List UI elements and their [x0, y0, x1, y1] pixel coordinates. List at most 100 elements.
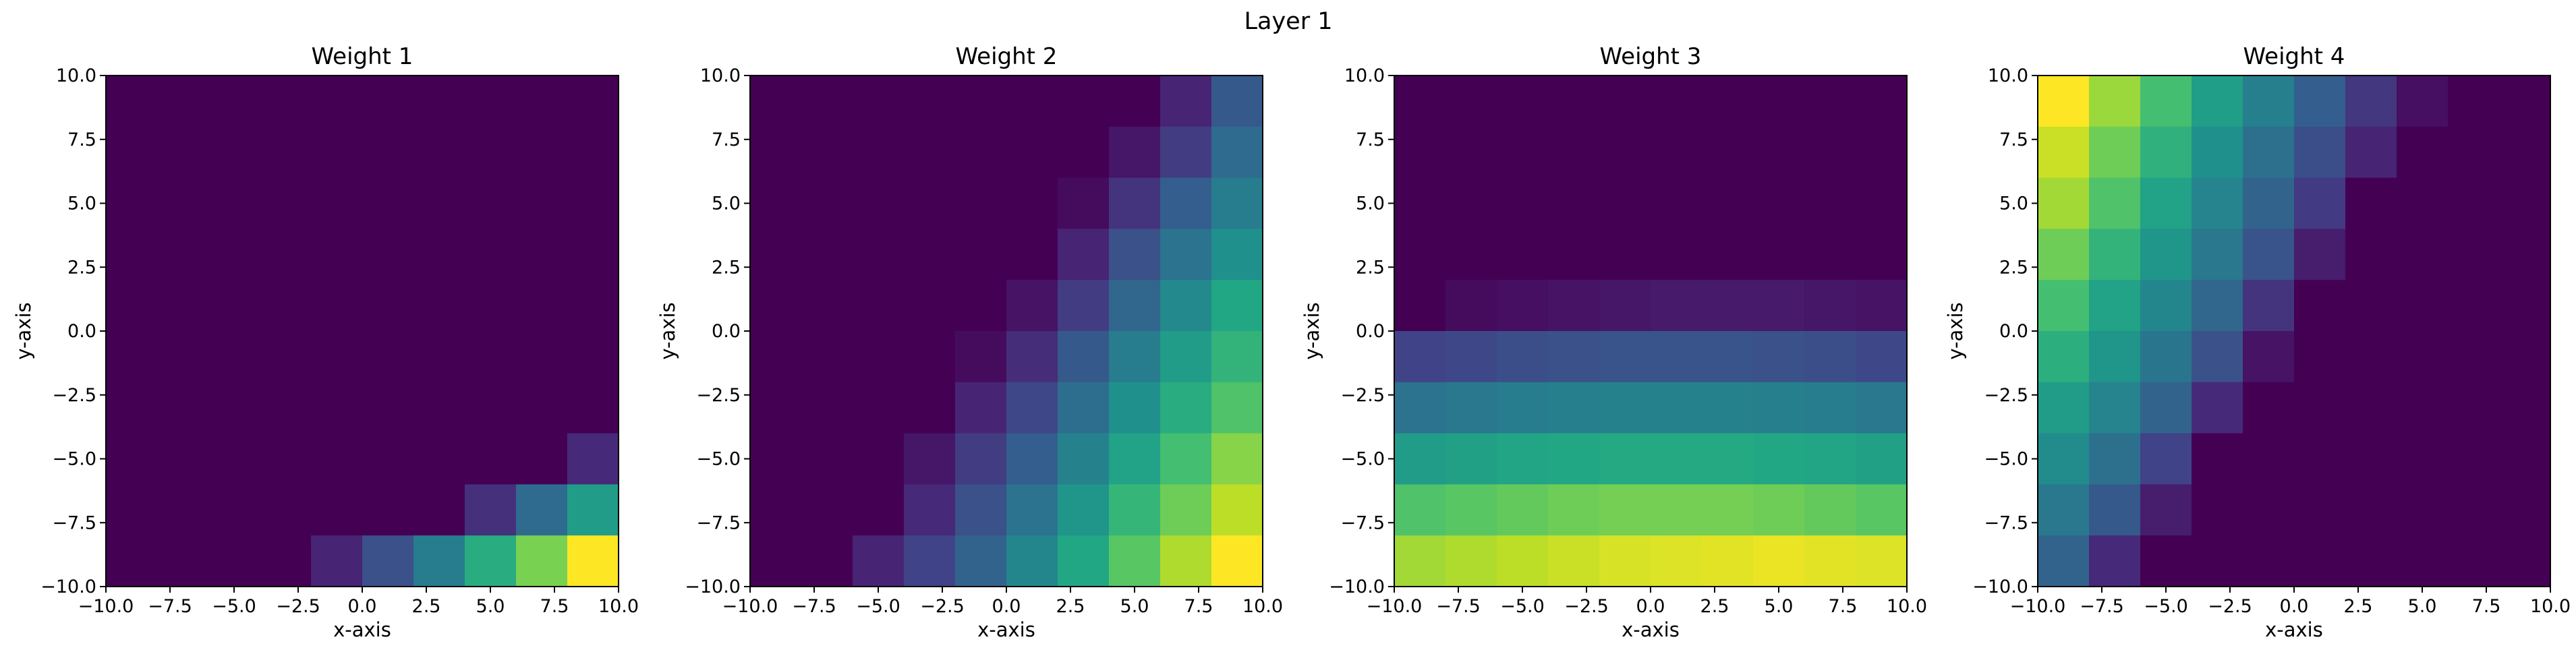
heatmap-cell [1599, 126, 1651, 179]
x-tick-label: 2.5 [1700, 596, 1729, 617]
panel-title: Weight 1 [312, 43, 413, 70]
heatmap-cell [2140, 229, 2192, 280]
heatmap-cell [1856, 433, 1908, 485]
heatmap-cell [1109, 76, 1161, 127]
heatmap-cell [2448, 535, 2500, 587]
x-tick-label: −2.5 [920, 596, 965, 617]
y-axis-label: y-axis [1300, 302, 1323, 359]
y-tick-label: 5.0 [67, 194, 96, 214]
y-tick-label: 5.0 [1999, 194, 2028, 214]
heatmap-cell [853, 76, 905, 127]
heatmap-cell [2038, 382, 2090, 434]
heatmap-cell [1599, 331, 1651, 383]
heatmap-cell [1548, 280, 1600, 332]
y-tick-label: 7.5 [712, 129, 741, 150]
heatmap-cell [1006, 177, 1058, 229]
heatmap-cell [2243, 280, 2295, 332]
heatmap-cell [311, 76, 363, 127]
heatmap-cell [904, 535, 956, 587]
heatmap-cell [1702, 280, 1754, 332]
heatmap-cell [1006, 382, 1058, 434]
x-tick-label: 2.5 [2344, 596, 2373, 617]
heatmap-cell [2140, 535, 2192, 587]
heatmap-cell [2397, 280, 2449, 332]
heatmap-cell [260, 331, 312, 383]
x-tick-label: 7.5 [1829, 596, 1858, 617]
heatmap-cell [2448, 76, 2500, 127]
heatmap-cell [1856, 331, 1908, 383]
heatmap-cell [311, 484, 363, 536]
x-tick-label: 0.0 [2280, 596, 2309, 617]
heatmap-cell [1394, 126, 1446, 179]
heatmap-cell [750, 76, 802, 127]
heatmap-cell [465, 76, 517, 127]
y-tick-label: 2.5 [1356, 257, 1385, 278]
heatmap-cell [750, 126, 802, 179]
heatmap-cell [106, 126, 158, 179]
x-tick-label: −5.0 [1500, 596, 1545, 617]
heatmap-cell [1753, 433, 1805, 485]
x-tick-label: 2.5 [412, 596, 441, 617]
heatmap-cell [1856, 280, 1908, 332]
heatmap-cell [413, 433, 465, 485]
heatmap-cell [1109, 331, 1161, 383]
heatmap-cell [1006, 280, 1058, 332]
y-tick-label: 7.5 [1356, 129, 1385, 150]
heatmap-cell [1211, 229, 1263, 280]
heatmap-cell [1109, 280, 1161, 332]
heatmap-cell [2397, 484, 2449, 536]
heatmap-cell [2038, 433, 2090, 485]
y-tick-label: 10.0 [700, 65, 741, 86]
heatmap-cell [1856, 229, 1908, 280]
heatmap-cell [1651, 76, 1702, 127]
heatmap-cell [1651, 126, 1702, 179]
heatmap-cell [1394, 280, 1446, 332]
heatmap-cell [1211, 535, 1263, 587]
x-tick-label: −5.0 [212, 596, 256, 617]
y-tick-label: 0.0 [1999, 321, 2028, 342]
heatmap-cell [2448, 331, 2500, 383]
heatmap-cell [1160, 280, 1212, 332]
x-tick-label: 5.0 [476, 596, 505, 617]
y-tick-label: −10.0 [40, 576, 96, 597]
heatmap-cell [853, 484, 905, 536]
heatmap-cell [106, 76, 158, 127]
x-tick-label: −10.0 [78, 596, 134, 617]
heatmap-cell [1446, 433, 1497, 485]
heatmap-cell [1651, 433, 1702, 485]
heatmap-cell [2192, 331, 2243, 383]
heatmap-cell [465, 229, 517, 280]
y-tick-label: −2.5 [1984, 385, 2028, 406]
heatmap-cell [1211, 177, 1263, 229]
heatmap-cell [2089, 535, 2141, 587]
heatmap-cell [465, 433, 517, 485]
heatmap-cell [1006, 126, 1058, 179]
heatmap-cell [1753, 484, 1805, 536]
heatmap-cell [311, 126, 363, 179]
heatmap-cell [1109, 229, 1161, 280]
heatmap-cell [1058, 280, 1110, 332]
x-tick-label: −7.5 [1436, 596, 1481, 617]
heatmap-cell [516, 382, 568, 434]
heatmap-cell [1160, 229, 1212, 280]
heatmap-cell [465, 331, 517, 383]
heatmap-cell [106, 331, 158, 383]
heatmap-cell [1548, 433, 1600, 485]
heatmap-cell [2345, 484, 2397, 536]
x-tick-label: 7.5 [2472, 596, 2501, 617]
heatmap-cell [2192, 126, 2243, 179]
heatmap-cell [260, 280, 312, 332]
heatmap-cell [1856, 177, 1908, 229]
heatmap-cell [750, 331, 802, 383]
heatmap-cell [2345, 177, 2397, 229]
heatmap-cell [465, 280, 517, 332]
heatmap-cell [1651, 484, 1702, 536]
heatmap-cell [1446, 126, 1497, 179]
heatmap-cell [208, 535, 260, 587]
heatmap-cell [157, 382, 209, 434]
heatmap-cell [2345, 280, 2397, 332]
heatmap-cell [801, 229, 853, 280]
heatmap-cell [2448, 229, 2500, 280]
heatmap-cell [2345, 535, 2397, 587]
